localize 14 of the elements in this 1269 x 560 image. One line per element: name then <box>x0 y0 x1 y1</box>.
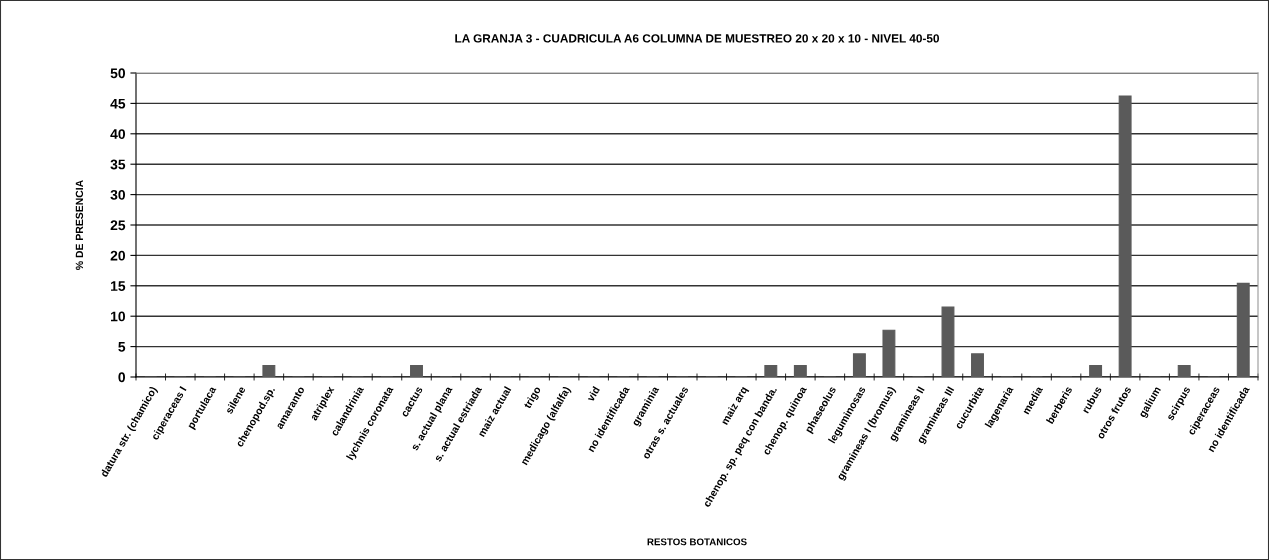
y-tick-label: 35 <box>110 159 126 170</box>
y-tick-label: 45 <box>110 98 126 109</box>
x-axis-title: RESTOS BOTANICOS <box>647 538 747 546</box>
y-tick-label: 50 <box>110 68 126 79</box>
y-axis-title: % DE PRESENCIA <box>75 180 84 270</box>
y-tick-label: 25 <box>110 220 126 231</box>
y-tick-label: 15 <box>111 281 126 291</box>
chart-title: LA GRANJA 3 - CUADRICULA A6 COLUMNA DE MUESTREO 20 x 20 x 10 - NIVEL 40-50 <box>455 34 940 43</box>
y-tick-label: 20 <box>110 250 126 261</box>
y-tick-label: 0 <box>118 372 126 383</box>
y-tick-label: 10 <box>111 311 126 322</box>
y-tick-label: 40 <box>110 129 126 139</box>
y-tick-label: 5 <box>118 342 126 352</box>
y-tick-label: 30 <box>110 189 126 200</box>
